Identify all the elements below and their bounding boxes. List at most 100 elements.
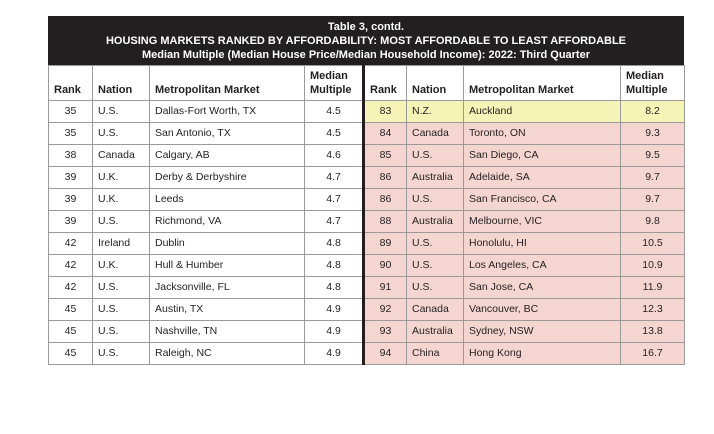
left-rank-cell: 39 — [48, 188, 93, 211]
table-row: 39 U.K. Derby & Derbyshire 4.7 86 Australia Ad… — [48, 166, 685, 189]
left-market-cell: Jacksonville, FL — [149, 276, 305, 299]
right-nation-cell: Australia — [406, 320, 464, 343]
right-multiple-cell: 9.8 — [620, 210, 685, 233]
header-multiple-line2: Multiple — [626, 84, 668, 96]
left-nation-cell: U.S. — [92, 342, 150, 365]
left-multiple-cell: 4.9 — [304, 298, 364, 321]
right-multiple-cell: 11.9 — [620, 276, 685, 299]
left-market-cell: Richmond, VA — [149, 210, 305, 233]
table-row: 45 U.S. Raleigh, NC 4.9 94 China Hong Kong 16.7 — [48, 342, 685, 365]
right-nation-cell: U.S. — [406, 276, 464, 299]
table-row: 45 U.S. Nashville, TN 4.9 93 Australia Sydney,… — [48, 320, 685, 343]
right-nation-cell: U.S. — [406, 188, 464, 211]
header-rank-left: Rank — [48, 65, 93, 101]
right-multiple-cell: 8.2 — [620, 100, 685, 123]
table-row: 42 U.S. Jacksonville, FL 4.8 91 U.S. San Jose,… — [48, 276, 685, 299]
table-row: 35 U.S. San Antonio, TX 4.5 84 Canada Toronto,… — [48, 122, 685, 145]
table-row: 45 U.S. Austin, TX 4.9 92 Canada Vancouver, BC… — [48, 298, 685, 321]
header-multiple-line1: Median — [310, 70, 348, 82]
left-nation-cell: U.S. — [92, 276, 150, 299]
right-rank-cell: 90 — [362, 254, 407, 277]
right-rank-cell: 94 — [362, 342, 407, 365]
left-market-cell: San Antonio, TX — [149, 122, 305, 145]
table-subtitle: Median Multiple (Median House Price/Medi… — [141, 49, 590, 61]
right-nation-cell: Canada — [406, 298, 464, 321]
left-multiple-cell: 4.7 — [304, 210, 364, 233]
header-row: Rank Nation Metropolitan Market Median Mu… — [48, 65, 685, 101]
right-market-cell: Vancouver, BC — [463, 298, 621, 321]
right-nation-cell: U.S. — [406, 144, 464, 167]
right-market-cell: San Francisco, CA — [463, 188, 621, 211]
left-nation-cell: U.S. — [92, 320, 150, 343]
left-market-cell: Derby & Derbyshire — [149, 166, 305, 189]
right-multiple-cell: 16.7 — [620, 342, 685, 365]
right-multiple-cell: 10.9 — [620, 254, 685, 277]
left-market-cell: Dublin — [149, 232, 305, 255]
right-market-cell: Melbourne, VIC — [463, 210, 621, 233]
left-rank-cell: 45 — [48, 342, 93, 365]
right-market-cell: Adelaide, SA — [463, 166, 621, 189]
right-market-cell: Sydney, NSW — [463, 320, 621, 343]
right-market-cell: San Jose, CA — [463, 276, 621, 299]
right-multiple-cell: 9.5 — [620, 144, 685, 167]
left-rank-cell: 42 — [48, 276, 93, 299]
right-multiple-cell: 12.3 — [620, 298, 685, 321]
right-rank-cell: 89 — [362, 232, 407, 255]
table-row: 38 Canada Calgary, AB 4.6 85 U.S. San Diego, C… — [48, 144, 685, 167]
left-nation-cell: U.K. — [92, 188, 150, 211]
right-rank-cell: 91 — [362, 276, 407, 299]
table-row: 39 U.K. Leeds 4.7 86 U.S. San Francisco, CA 9.7 — [48, 188, 685, 211]
right-rank-cell: 86 — [362, 166, 407, 189]
left-rank-cell: 39 — [48, 210, 93, 233]
left-multiple-cell: 4.9 — [304, 342, 364, 365]
left-nation-cell: Canada — [92, 144, 150, 167]
right-nation-cell: Canada — [406, 122, 464, 145]
left-market-cell: Dallas-Fort Worth, TX — [149, 100, 305, 123]
left-nation-cell: U.S. — [92, 100, 150, 123]
right-nation-cell: Australia — [406, 166, 464, 189]
table-row: 42 U.K. Hull & Humber 4.8 90 U.S. Los Angeles,… — [48, 254, 685, 277]
left-rank-cell: 38 — [48, 144, 93, 167]
left-rank-cell: 35 — [48, 100, 93, 123]
left-multiple-cell: 4.8 — [304, 254, 364, 277]
header-multiple-line2: Multiple — [310, 84, 352, 96]
right-multiple-cell: 9.7 — [620, 188, 685, 211]
right-nation-cell: U.S. — [406, 232, 464, 255]
right-market-cell: Honolulu, HI — [463, 232, 621, 255]
left-rank-cell: 39 — [48, 166, 93, 189]
table-row: 35 U.S. Dallas-Fort Worth, TX 4.5 83 N.Z. Auck… — [48, 100, 685, 123]
left-rank-cell: 35 — [48, 122, 93, 145]
right-rank-cell: 92 — [362, 298, 407, 321]
right-rank-cell: 85 — [362, 144, 407, 167]
right-market-cell: Auckland — [463, 100, 621, 123]
right-rank-cell: 88 — [362, 210, 407, 233]
right-multiple-cell: 9.7 — [620, 166, 685, 189]
left-rank-cell: 42 — [48, 232, 93, 255]
right-rank-cell: 93 — [362, 320, 407, 343]
right-multiple-cell: 9.3 — [620, 122, 685, 145]
table-row: 39 U.S. Richmond, VA 4.7 88 Australia Melbourn… — [48, 210, 685, 233]
left-nation-cell: U.K. — [92, 254, 150, 277]
table-row: 42 Ireland Dublin 4.8 89 U.S. Honolulu, HI 10.5 — [48, 232, 685, 255]
right-market-cell: San Diego, CA — [463, 144, 621, 167]
left-multiple-cell: 4.5 — [304, 100, 364, 123]
affordability-table-container: Table 3, contd. HOUSING MARKETS RANKED B… — [48, 16, 685, 365]
right-market-cell: Hong Kong — [463, 342, 621, 365]
left-nation-cell: Ireland — [92, 232, 150, 255]
right-nation-cell: Australia — [406, 210, 464, 233]
left-multiple-cell: 4.7 — [304, 166, 364, 189]
right-market-cell: Los Angeles, CA — [463, 254, 621, 277]
left-market-cell: Austin, TX — [149, 298, 305, 321]
right-rank-cell: 86 — [362, 188, 407, 211]
left-multiple-cell: 4.8 — [304, 232, 364, 255]
left-nation-cell: U.S. — [92, 298, 150, 321]
header-nation-left: Nation — [92, 65, 150, 101]
right-nation-cell: China — [406, 342, 464, 365]
left-market-cell: Leeds — [149, 188, 305, 211]
header-market-right: Metropolitan Market — [463, 65, 621, 101]
left-multiple-cell: 4.9 — [304, 320, 364, 343]
header-rank-right: Rank — [362, 65, 407, 101]
affordability-table: Rank Nation Metropolitan Market Median Mu… — [48, 65, 685, 365]
right-rank-cell: 84 — [362, 122, 407, 145]
table-title: HOUSING MARKETS RANKED BY AFFORDABILITY:… — [105, 35, 627, 47]
